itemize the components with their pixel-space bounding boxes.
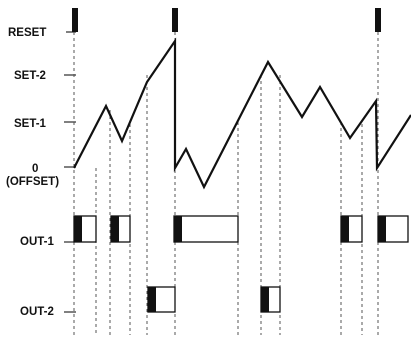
reset-pulse: [72, 8, 78, 32]
out-1-label: OUT-1: [20, 236, 54, 248]
process-value-waveform: [73, 37, 411, 190]
reset-pulse: [172, 8, 178, 32]
out-1-pulses: [73, 215, 409, 243]
out-1-pulse-fill: [111, 216, 119, 242]
set-1-label: SET-1: [14, 118, 47, 130]
out-1-pulse-fill: [174, 216, 182, 242]
set-2-label: SET-2: [14, 70, 46, 82]
zero-label: 0: [32, 163, 38, 175]
out-1-pulse-fill: [341, 216, 349, 242]
reset-label: RESET: [8, 27, 46, 39]
reset-pulses: [72, 8, 381, 32]
out-1-pulse-fill: [74, 216, 82, 242]
out-2-pulse-fill: [261, 287, 269, 312]
guide-lines: [73, 32, 379, 335]
out-1-pulse-fill: [378, 216, 386, 242]
reset-pulse: [375, 8, 381, 32]
offset-label: (OFFSET): [6, 176, 59, 188]
out-2-pulses: [147, 286, 281, 313]
out-1-pulse: [173, 215, 239, 243]
out-2-label: OUT-2: [20, 306, 54, 318]
out-2-pulse-fill: [148, 287, 156, 312]
